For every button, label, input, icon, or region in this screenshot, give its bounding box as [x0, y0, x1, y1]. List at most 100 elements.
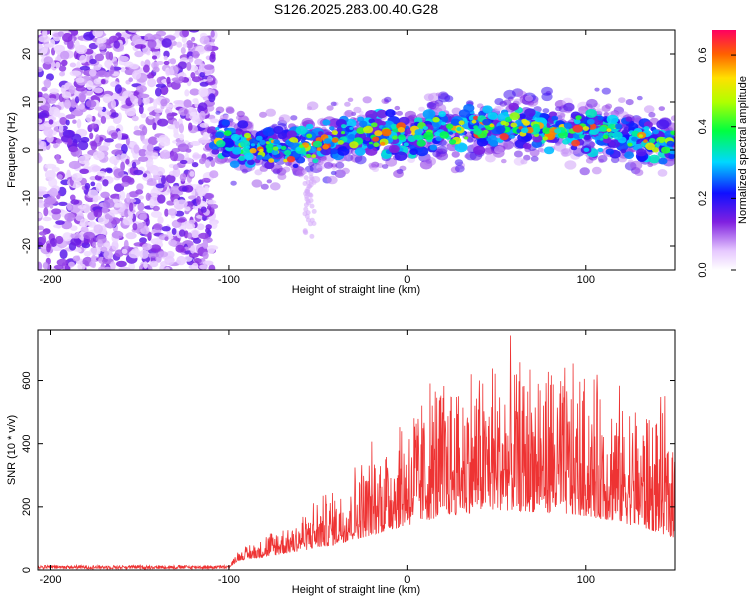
heatmap-cell [166, 76, 171, 84]
heatmap-cell [126, 192, 131, 203]
heatmap-cell [317, 167, 323, 172]
heatmap-cell [150, 188, 159, 198]
heatmap-cell [170, 151, 179, 162]
heatmap-cell [114, 84, 122, 94]
heatmap-cell [211, 84, 217, 90]
heatmap-cell [164, 236, 169, 241]
heatmap-cell [232, 147, 242, 155]
heatmap-cell [188, 122, 193, 131]
heatmap-cell [179, 173, 187, 182]
heatmap-cell [230, 133, 240, 141]
heatmap-cell [186, 40, 194, 49]
heatmap-cell [175, 199, 188, 208]
heatmap-cell [113, 202, 122, 208]
heatmap-cell [311, 154, 317, 159]
heatmap-cell [658, 106, 665, 111]
heatmap-cell [473, 145, 486, 155]
heatmap-cell [71, 172, 83, 183]
heatmap-cell [439, 131, 450, 139]
heatmap-cell [423, 131, 434, 140]
heatmap-cell [98, 43, 107, 50]
heatmap-cell [341, 131, 345, 135]
heatmap-cell [133, 169, 144, 176]
heatmap-cell [464, 154, 470, 159]
heatmap-cell [273, 126, 284, 134]
heatmap-cell [49, 39, 56, 47]
heatmap-cell [636, 95, 643, 101]
heatmap-cell [59, 249, 68, 260]
heatmap-cell [658, 157, 668, 165]
heatmap-cell [96, 37, 107, 44]
heatmap-cell [89, 68, 97, 77]
heatmap-cell [256, 154, 263, 161]
heatmap-cell [178, 76, 185, 82]
heatmap-cell [208, 264, 216, 270]
heatmap-cell [148, 252, 159, 258]
heatmap-cell [127, 111, 136, 116]
heatmap-cell [181, 186, 187, 192]
heatmap-cell [244, 152, 254, 161]
heatmap-cell [188, 55, 194, 63]
heatmap-cell [259, 148, 264, 153]
heatmap-cell [101, 206, 109, 214]
heatmap-cell [216, 140, 226, 148]
heatmap-cell [95, 134, 100, 144]
heatmap-cell [64, 99, 71, 109]
heatmap-cell [456, 127, 462, 131]
heatmap-cell [225, 106, 234, 113]
heatmap-cell [78, 103, 85, 110]
heatmap-cell [89, 247, 101, 256]
heatmap-cell [61, 91, 72, 99]
heatmap-cell [51, 208, 62, 215]
heatmap-cell [464, 136, 469, 140]
heatmap-cell [245, 145, 250, 149]
heatmap-cell [198, 232, 210, 239]
heatmap-cell [336, 146, 350, 156]
heatmap-cell [597, 115, 604, 121]
heatmap-cell [438, 91, 449, 100]
heatmap-cell [90, 141, 98, 151]
heatmap-cell [38, 118, 43, 124]
heatmap-cell [210, 30, 215, 38]
heatmap-cell [74, 40, 80, 51]
heatmap-cell [79, 54, 87, 64]
heatmap-cell [382, 164, 389, 169]
y-tick-label: -10 [21, 190, 33, 206]
heatmap-cell [368, 162, 375, 168]
heatmap-cell [542, 127, 551, 134]
heatmap-cell [204, 44, 213, 52]
heatmap-cell [471, 119, 477, 124]
heatmap-cell [555, 106, 562, 112]
heatmap-cell [198, 87, 209, 97]
heatmap-cell [106, 168, 113, 174]
heatmap-cell [302, 211, 308, 217]
heatmap-cell [155, 113, 160, 119]
snr-xlabel: Height of straight line (km) [292, 584, 420, 596]
heatmap-cell [285, 140, 291, 145]
heatmap-cell [192, 154, 204, 159]
heatmap-cell [60, 84, 67, 94]
heatmap-cell [521, 127, 529, 134]
heatmap-cell [173, 132, 180, 139]
heatmap-cell [458, 120, 465, 125]
heatmap-cell [68, 85, 76, 95]
heatmap-cell [121, 143, 128, 154]
heatmap-cell [139, 249, 150, 259]
heatmap-cell [586, 98, 598, 108]
heatmap-cell [309, 233, 315, 239]
heatmap-cell [418, 106, 425, 112]
heatmap-cell [522, 142, 532, 150]
heatmap-cell [42, 262, 49, 270]
heatmap-cell [51, 166, 60, 172]
heatmap-cell [199, 72, 205, 78]
heatmap-cell [49, 88, 60, 94]
heatmap-cell [133, 144, 140, 154]
heatmap-cell [64, 212, 76, 222]
heatmap-cell [152, 169, 158, 176]
heatmap-cell [476, 137, 489, 147]
heatmap-cell [380, 141, 386, 146]
heatmap-cell [521, 118, 528, 124]
heatmap-cell [583, 134, 591, 140]
heatmap-cell [85, 114, 93, 123]
heatmap-cell [129, 94, 135, 103]
